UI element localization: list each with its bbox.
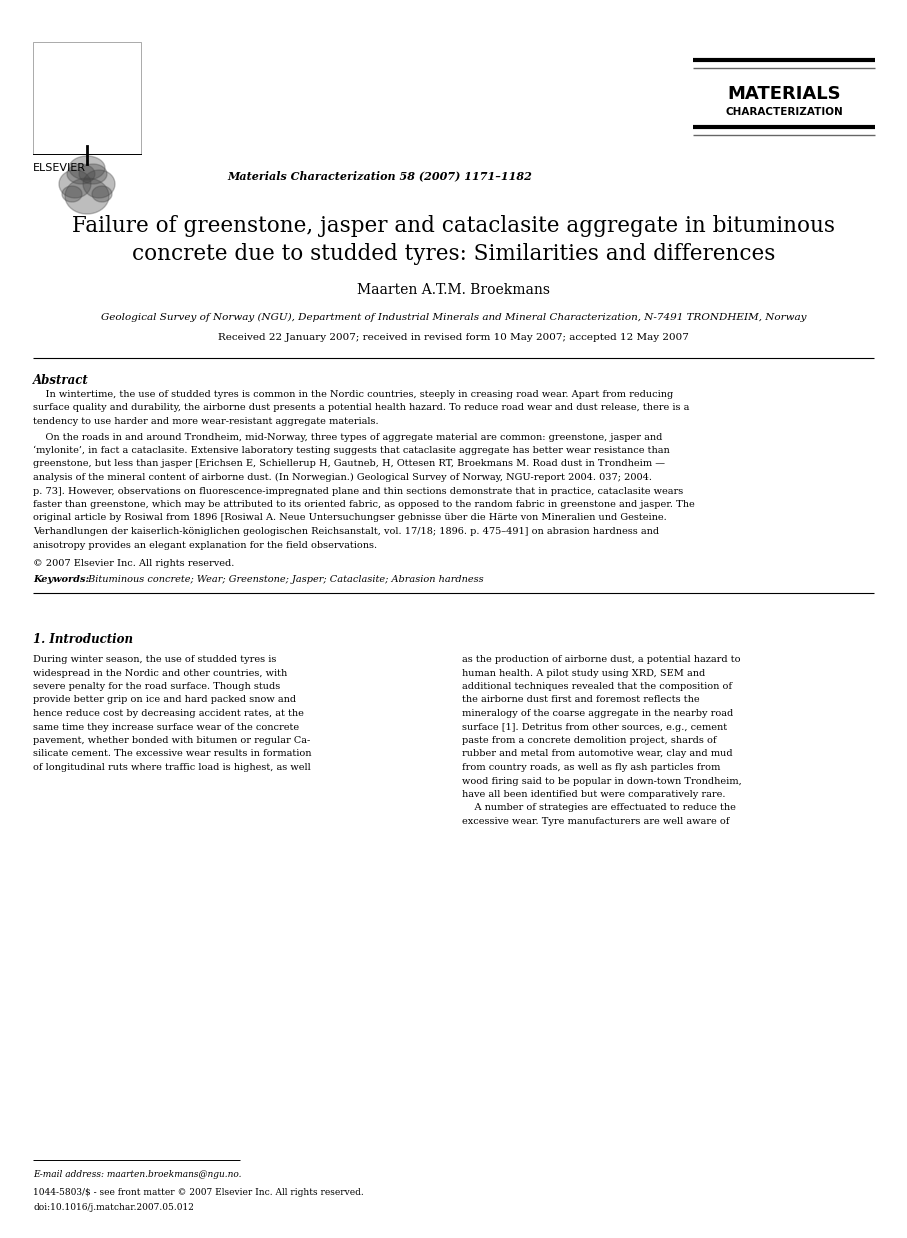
Text: Received 22 January 2007; received in revised form 10 May 2007; accepted 12 May : Received 22 January 2007; received in re… (218, 333, 689, 342)
Polygon shape (65, 178, 109, 214)
Polygon shape (62, 186, 82, 202)
Text: surface quality and durability, the airborne dust presents a potential health ha: surface quality and durability, the airb… (33, 404, 689, 412)
Text: anisotropy provides an elegant explanation for the field observations.: anisotropy provides an elegant explanati… (33, 541, 377, 550)
Text: Keywords:: Keywords: (33, 574, 89, 584)
Text: 1. Introduction: 1. Introduction (33, 633, 133, 646)
Text: greenstone, but less than jasper [Erichsen E, Schiellerup H, Gautneb, H, Ottesen: greenstone, but less than jasper [Erichs… (33, 459, 665, 468)
Text: Failure of greenstone, jasper and cataclasite aggregate in bituminous: Failure of greenstone, jasper and catacl… (72, 215, 835, 236)
Text: hence reduce cost by decreasing accident rates, at the: hence reduce cost by decreasing accident… (33, 709, 304, 718)
Text: MATERIALS: MATERIALS (727, 85, 841, 103)
Text: Verhandlungen der kaiserlich-königlichen geologischen Reichsanstalt, vol. 17/18;: Verhandlungen der kaiserlich-königlichen… (33, 527, 659, 536)
Text: concrete due to studded tyres: Similarities and differences: concrete due to studded tyres: Similarit… (132, 243, 775, 265)
Polygon shape (79, 163, 107, 184)
Text: doi:10.1016/j.matchar.2007.05.012: doi:10.1016/j.matchar.2007.05.012 (33, 1203, 194, 1212)
Text: © 2007 Elsevier Inc. All rights reserved.: © 2007 Elsevier Inc. All rights reserved… (33, 560, 234, 568)
Text: as the production of airborne dust, a potential hazard to: as the production of airborne dust, a po… (462, 655, 740, 664)
Text: mineralogy of the coarse aggregate in the nearby road: mineralogy of the coarse aggregate in th… (462, 709, 733, 718)
Text: human health. A pilot study using XRD, SEM and: human health. A pilot study using XRD, S… (462, 669, 706, 677)
Polygon shape (83, 170, 115, 198)
Text: On the roads in and around Trondheim, mid-Norway, three types of aggregate mater: On the roads in and around Trondheim, mi… (33, 432, 662, 442)
Bar (33, 42, 141, 154)
Polygon shape (92, 186, 112, 202)
Text: In wintertime, the use of studded tyres is common in the Nordic countries, steep: In wintertime, the use of studded tyres … (33, 390, 673, 399)
Text: A number of strategies are effectuated to reduce the: A number of strategies are effectuated t… (462, 803, 736, 812)
Text: silicate cement. The excessive wear results in formation: silicate cement. The excessive wear resu… (33, 749, 311, 759)
Text: p. 73]. However, observations on fluorescence-impregnated plane and thin section: p. 73]. However, observations on fluores… (33, 487, 683, 495)
Text: of longitudinal ruts where traffic load is highest, as well: of longitudinal ruts where traffic load … (33, 763, 311, 773)
Text: severe penalty for the road surface. Though studs: severe penalty for the road surface. Tho… (33, 682, 280, 691)
Text: CHARACTERIZATION: CHARACTERIZATION (725, 106, 843, 118)
Text: paste from a concrete demolition project, shards of: paste from a concrete demolition project… (462, 737, 717, 745)
Text: from country roads, as well as fly ash particles from: from country roads, as well as fly ash p… (462, 763, 720, 773)
Text: wood firing said to be popular in down-town Trondheim,: wood firing said to be popular in down-t… (462, 776, 742, 785)
Text: provide better grip on ice and hard packed snow and: provide better grip on ice and hard pack… (33, 696, 296, 704)
Polygon shape (69, 156, 105, 180)
Text: During winter season, the use of studded tyres is: During winter season, the use of studded… (33, 655, 277, 664)
Text: surface [1]. Detritus from other sources, e.g., cement: surface [1]. Detritus from other sources… (462, 723, 727, 732)
Text: Geological Survey of Norway (NGU), Department of Industrial Minerals and Mineral: Geological Survey of Norway (NGU), Depar… (101, 313, 806, 322)
Text: 1044-5803/$ - see front matter © 2007 Elsevier Inc. All rights reserved.: 1044-5803/$ - see front matter © 2007 El… (33, 1188, 364, 1197)
Text: Bituminous concrete; Wear; Greenstone; Jasper; Cataclasite; Abrasion hardness: Bituminous concrete; Wear; Greenstone; J… (85, 574, 483, 584)
Text: pavement, whether bonded with bitumen or regular Ca-: pavement, whether bonded with bitumen or… (33, 737, 310, 745)
Text: Abstract: Abstract (33, 374, 89, 387)
Text: Maarten A.T.M. Broekmans: Maarten A.T.M. Broekmans (357, 284, 550, 297)
Text: widespread in the Nordic and other countries, with: widespread in the Nordic and other count… (33, 669, 288, 677)
Text: additional techniques revealed that the composition of: additional techniques revealed that the … (462, 682, 732, 691)
Text: excessive wear. Tyre manufacturers are well aware of: excessive wear. Tyre manufacturers are w… (462, 817, 729, 826)
Text: analysis of the mineral content of airborne dust. (In Norwegian.) Geological Sur: analysis of the mineral content of airbo… (33, 473, 652, 482)
Text: Materials Characterization 58 (2007) 1171–1182: Materials Characterization 58 (2007) 117… (228, 170, 532, 181)
Text: same time they increase surface wear of the concrete: same time they increase surface wear of … (33, 723, 299, 732)
Polygon shape (59, 170, 91, 198)
Text: E-mail address: maarten.broekmans@ngu.no.: E-mail address: maarten.broekmans@ngu.no… (33, 1170, 241, 1179)
Text: the airborne dust first and foremost reflects the: the airborne dust first and foremost ref… (462, 696, 699, 704)
Text: ‘mylonite’, in fact a cataclasite. Extensive laboratory testing suggests that ca: ‘mylonite’, in fact a cataclasite. Exten… (33, 446, 669, 456)
Text: tendency to use harder and more wear-resistant aggregate materials.: tendency to use harder and more wear-res… (33, 417, 378, 426)
Text: have all been identified but were comparatively rare.: have all been identified but were compar… (462, 790, 726, 799)
Text: ELSEVIER: ELSEVIER (33, 163, 86, 173)
Text: original article by Rosiwal from 1896 [Rosiwal A. Neue Untersuchungser gebnisse : original article by Rosiwal from 1896 [R… (33, 514, 667, 522)
Text: faster than greenstone, which may be attributed to its oriented fabric, as oppos: faster than greenstone, which may be att… (33, 500, 695, 509)
Polygon shape (67, 163, 95, 184)
Text: rubber and metal from automotive wear, clay and mud: rubber and metal from automotive wear, c… (462, 749, 733, 759)
